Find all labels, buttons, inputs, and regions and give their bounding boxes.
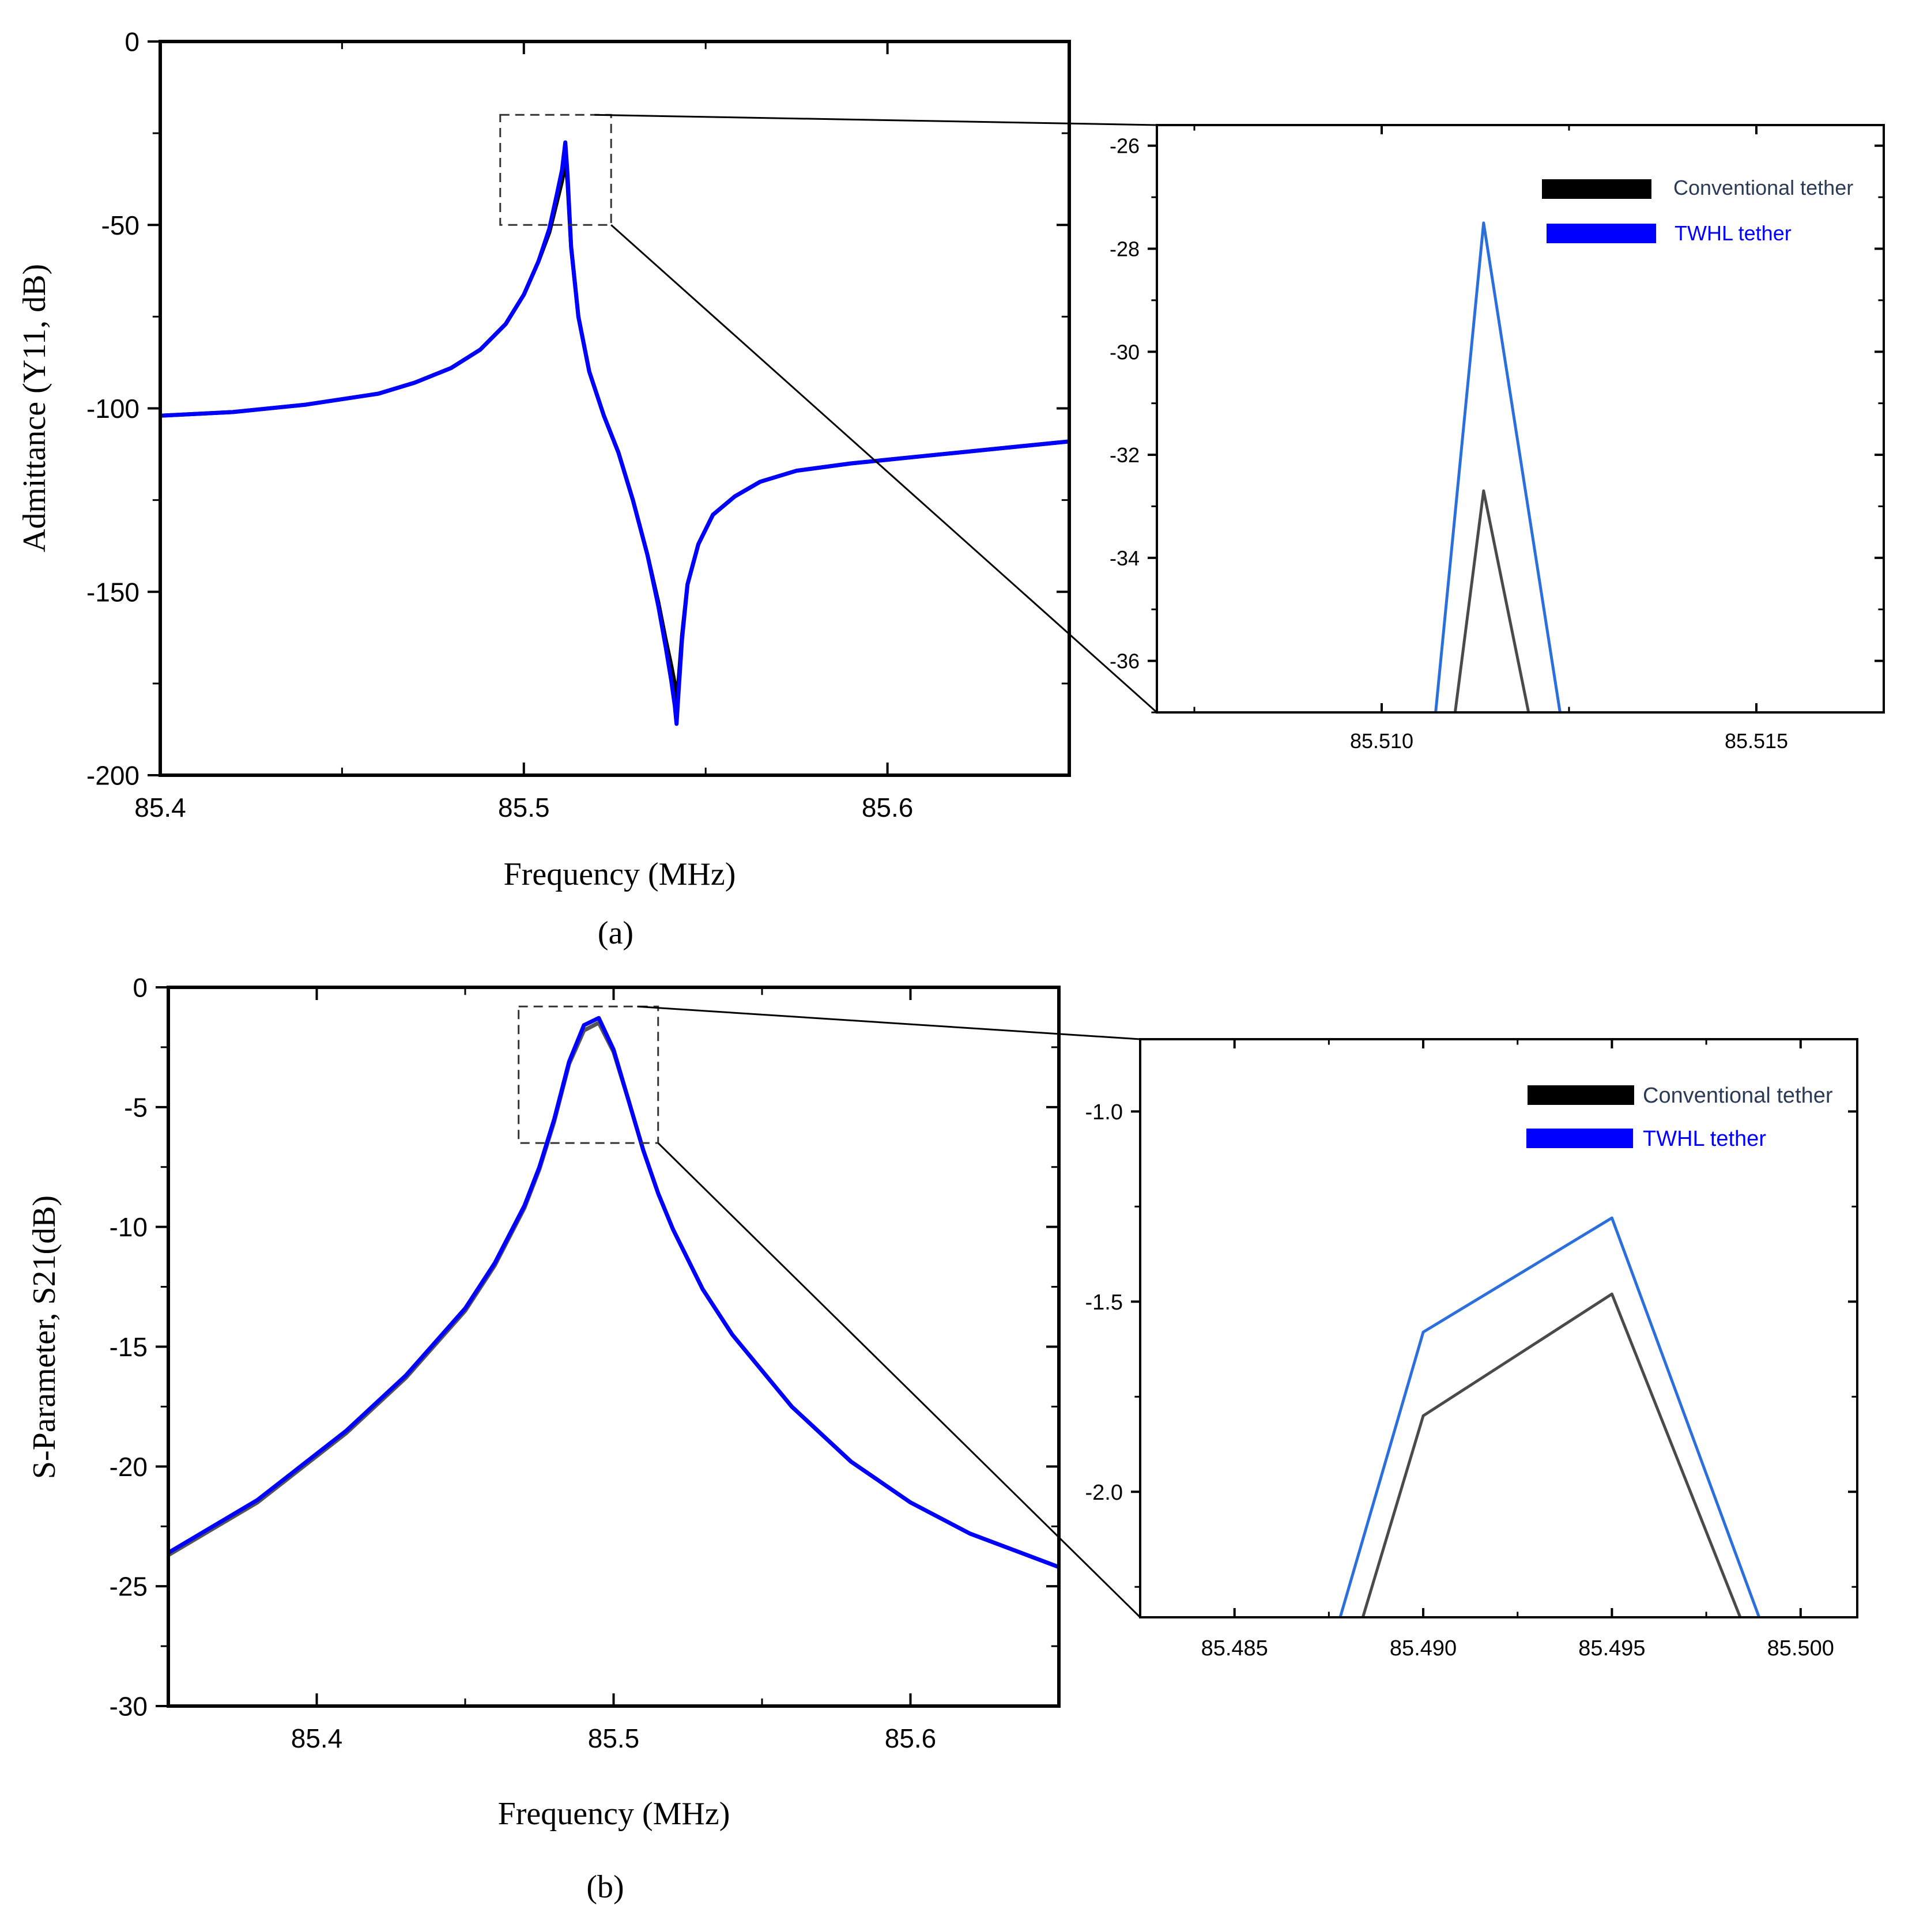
- legend-a-twhl-swatch: [1547, 224, 1656, 243]
- y-tick-label: 0: [133, 973, 148, 1003]
- connector-bottom: [657, 1142, 1141, 1618]
- x-tick-label: 85.495: [1578, 1636, 1645, 1661]
- y-tick-label: -32: [1110, 443, 1140, 467]
- y-tick-label: -1.5: [1085, 1290, 1123, 1315]
- caption-b: (b): [586, 1869, 624, 1905]
- connector-top: [637, 1005, 1141, 1040]
- x-tick-label: 85.6: [885, 1723, 937, 1753]
- y-tick-label: -34: [1110, 546, 1140, 570]
- zoom-region-box: [518, 1005, 659, 1144]
- y-tick-label: 0: [125, 27, 139, 57]
- legend-b-conventional-label: Conventional tether: [1643, 1084, 1833, 1108]
- y-tick-label: -200: [86, 761, 139, 791]
- connector-bottom: [610, 224, 1157, 714]
- series-line-conventional-tether: [1361, 1292, 1742, 1617]
- x-tick-label: 85.4: [134, 793, 186, 822]
- plot-frame: [1139, 1038, 1858, 1618]
- y-tick-label: -10: [110, 1212, 148, 1242]
- y-tick-label: -1.0: [1085, 1100, 1123, 1125]
- legend-b-conventional-swatch: [1528, 1085, 1634, 1105]
- x-axis-label: Frequency (MHz): [498, 1796, 730, 1832]
- plot-b-zoom-inset: 85.485 85.490 85.495 85.500 -1.0 -1.5 -2.0: [1085, 1038, 1858, 1661]
- y-tick-label: -28: [1110, 237, 1140, 261]
- y-tick-label: -30: [1110, 340, 1140, 364]
- connector-top: [594, 114, 1157, 126]
- y-tick-label: -2.0: [1085, 1481, 1123, 1505]
- y-tick-label: -26: [1110, 134, 1140, 158]
- series-line-conventional-tether: [168, 1021, 1059, 1569]
- plot-b-s-parameter: 85.4 85.5 85.6 0 -5 -10 -15 -20 -25 -30 Frequency …: [27, 973, 1061, 1832]
- x-tick-label: 85.5: [588, 1723, 640, 1753]
- zoom-region-box: [499, 114, 612, 226]
- y-tick-label: -36: [1110, 650, 1140, 673]
- plot-a-admittance: 85.4 85.5 85.6 0 -50 -100 -150 -200 Frequency (M…: [17, 27, 1071, 892]
- y-axis-label: Admittance (Y11, dB): [17, 264, 52, 552]
- x-tick-label: 85.4: [291, 1723, 343, 1753]
- x-tick-label: 85.5: [498, 793, 550, 822]
- x-tick-label: 85.485: [1201, 1636, 1268, 1661]
- legend-a-conventional-swatch: [1542, 179, 1651, 199]
- plot-frame: [1156, 124, 1885, 714]
- x-tick-label: 85.510: [1350, 729, 1413, 753]
- series-line-twhl-tether: [1338, 1216, 1761, 1617]
- x-tick-label: 85.500: [1767, 1636, 1834, 1661]
- x-tick-label: 85.515: [1725, 729, 1788, 753]
- y-axis-label: S-Parameter, S21(dB): [27, 1195, 62, 1479]
- legend-a: Conventional tether TWHL tether: [1542, 176, 1853, 245]
- plot-frame: [159, 40, 1071, 777]
- legend-b: Conventional tether TWHL tether: [1526, 1084, 1833, 1151]
- series-line-twhl-tether: [160, 140, 1069, 726]
- zoom-connectors: [594, 114, 1157, 1618]
- x-axis-label: Frequency (MHz): [504, 856, 736, 892]
- legend-a-conventional-label: Conventional tether: [1673, 176, 1853, 199]
- y-tick-label: -30: [110, 1692, 148, 1722]
- legend-a-twhl-label: TWHL tether: [1675, 221, 1792, 245]
- y-tick-label: -5: [124, 1092, 148, 1122]
- series-line-twhl-tether: [1434, 221, 1562, 712]
- x-tick-label: 85.490: [1390, 1636, 1457, 1661]
- y-tick-label: -20: [110, 1452, 148, 1482]
- y-tick-label: -25: [110, 1572, 148, 1602]
- x-tick-label: 85.6: [862, 793, 914, 822]
- series-line-twhl-tether: [168, 1016, 1059, 1569]
- legend-b-twhl-swatch: [1526, 1129, 1633, 1148]
- legend-b-twhl-label: TWHL tether: [1643, 1127, 1766, 1151]
- series-line-conventional-tether: [1453, 489, 1530, 712]
- y-tick-label: -50: [101, 210, 139, 240]
- y-tick-label: -150: [86, 577, 139, 607]
- y-tick-label: -100: [86, 394, 139, 424]
- plot-a-zoom-inset: 85.510 85.515 -26 -28 -30 -32 -34 -36: [1110, 124, 1885, 753]
- plot-frame: [167, 986, 1061, 1708]
- y-tick-label: -15: [110, 1332, 148, 1362]
- caption-a: (a): [598, 915, 633, 951]
- series-line-conventional-tether: [160, 160, 1069, 704]
